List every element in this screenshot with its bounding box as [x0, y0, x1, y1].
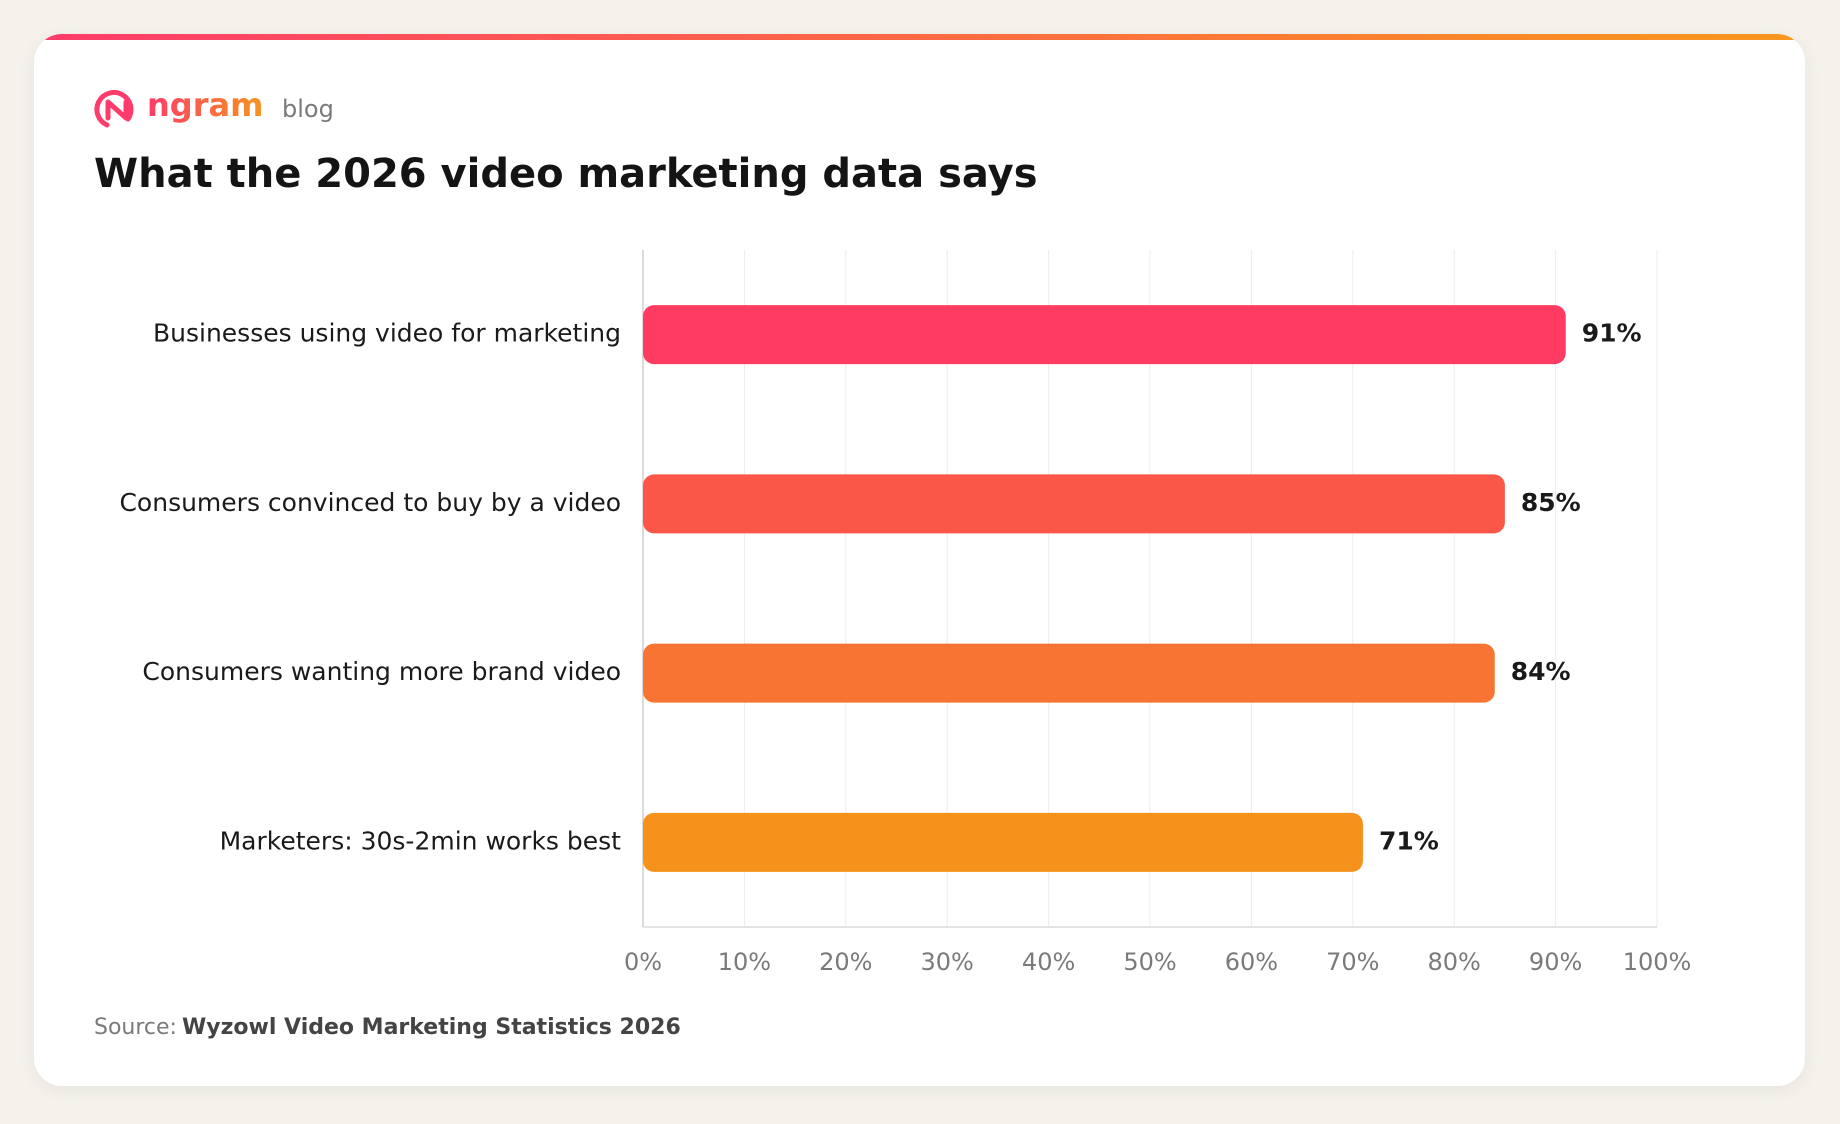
x-tick-label: 70%: [1326, 948, 1379, 976]
x-tick-label: 10%: [718, 948, 771, 976]
x-tick-label: 100%: [1623, 948, 1692, 976]
bar: [643, 812, 1363, 872]
brand: ngram: [147, 86, 263, 124]
x-tick-label: 50%: [1123, 948, 1176, 976]
source: Wyzowl Video Marketing Statistics 2026: [182, 1015, 681, 1040]
x-tick-label: 20%: [819, 948, 872, 976]
x-tick-label: 90%: [1529, 948, 1582, 976]
chart-title: What the 2026 video marketing data says: [94, 151, 1038, 197]
x-tick-label: 30%: [921, 948, 974, 976]
value-label: 91%: [1582, 319, 1642, 348]
value-label: 84%: [1511, 657, 1571, 686]
bar: [643, 643, 1495, 703]
source-label: Source:: [94, 1015, 177, 1040]
logo-icon: [94, 89, 134, 128]
section: blog: [282, 95, 334, 123]
x-tick-label: 0%: [624, 948, 662, 976]
x-tick-label: 80%: [1428, 948, 1481, 976]
category-label: Businesses using video for marketing: [153, 319, 621, 348]
x-tick-label: 60%: [1225, 948, 1278, 976]
value-label: 71%: [1379, 826, 1439, 855]
top-stripe: [34, 34, 1805, 40]
x-tick-label: 40%: [1022, 948, 1075, 976]
category-label: Consumers wanting more brand video: [142, 657, 621, 686]
category-label: Consumers convinced to buy by a video: [119, 488, 621, 517]
value-label: 85%: [1521, 488, 1581, 517]
category-label: Marketers: 30s-2min works best: [220, 826, 622, 855]
bar: [643, 474, 1505, 534]
bar: [643, 305, 1566, 365]
